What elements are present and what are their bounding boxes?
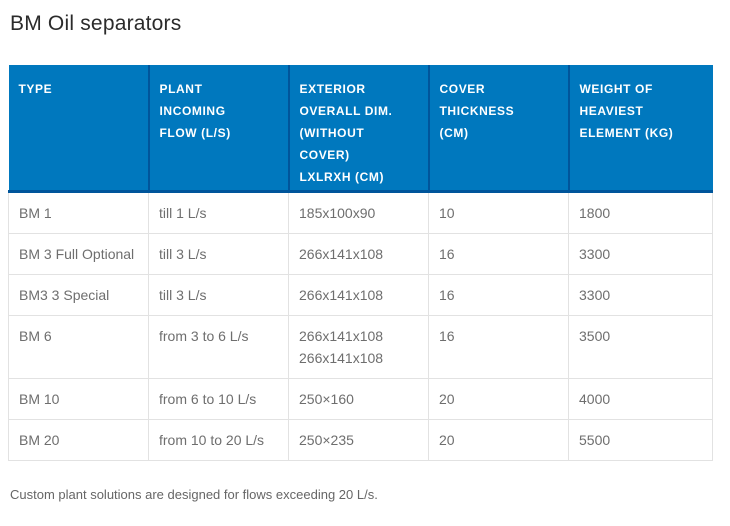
cell-dims: 250×235 <box>288 419 429 461</box>
cell-cover: 16 <box>428 233 569 275</box>
cell-cover: 20 <box>428 419 569 461</box>
cell-type: BM 1 <box>8 191 149 234</box>
cell-weight: 3300 <box>568 274 713 316</box>
cell-flow: till 1 L/s <box>148 191 289 234</box>
page-title: BM Oil separators <box>10 12 182 35</box>
cell-weight: 3300 <box>568 233 713 275</box>
cell-dims: 266x141x108 <box>288 233 429 275</box>
cell-dims: 266x141x108 266x141x108 <box>288 315 429 379</box>
table-row: BM 1 till 1 L/s 185x100x90 10 1800 <box>8 191 713 234</box>
column-header-cover: COVER THICKNESS (CM) <box>428 65 570 193</box>
oil-separators-table: TYPE PLANT INCOMING FLOW (L/S) EXTERIOR … <box>8 65 713 461</box>
header-row: TYPE PLANT INCOMING FLOW (L/S) EXTERIOR … <box>8 65 713 193</box>
footnote: Custom plant solutions are designed for … <box>10 487 378 502</box>
table-row: BM 10 from 6 to 10 L/s 250×160 20 4000 <box>8 378 713 420</box>
table-header: TYPE PLANT INCOMING FLOW (L/S) EXTERIOR … <box>8 65 713 193</box>
cell-cover: 10 <box>428 191 569 234</box>
cell-weight: 1800 <box>568 191 713 234</box>
cell-weight: 3500 <box>568 315 713 379</box>
cell-weight: 4000 <box>568 378 713 420</box>
cell-dims: 250×160 <box>288 378 429 420</box>
column-header-type: TYPE <box>8 65 150 193</box>
cell-weight: 5500 <box>568 419 713 461</box>
cell-cover: 16 <box>428 274 569 316</box>
table-body: BM 1 till 1 L/s 185x100x90 10 1800 BM 3 … <box>8 191 713 461</box>
table-row: BM3 3 Special till 3 L/s 266x141x108 16 … <box>8 274 713 316</box>
cell-flow: till 3 L/s <box>148 274 289 316</box>
cell-dims: 266x141x108 <box>288 274 429 316</box>
cell-cover: 16 <box>428 315 569 379</box>
column-header-flow: PLANT INCOMING FLOW (L/S) <box>148 65 290 193</box>
cell-type: BM 10 <box>8 378 149 420</box>
cell-flow: from 10 to 20 L/s <box>148 419 289 461</box>
page-content: BM Oil separators TYPE PLANT INCOMING FL… <box>8 12 713 502</box>
cell-type: BM3 3 Special <box>8 274 149 316</box>
table-row: BM 6 from 3 to 6 L/s 266x141x108 266x141… <box>8 315 713 379</box>
column-header-weight: WEIGHT OF HEAVIEST ELEMENT (KG) <box>568 65 713 193</box>
cell-flow: till 3 L/s <box>148 233 289 275</box>
cell-dims: 185x100x90 <box>288 191 429 234</box>
table-row: BM 20 from 10 to 20 L/s 250×235 20 5500 <box>8 419 713 461</box>
cell-flow: from 3 to 6 L/s <box>148 315 289 379</box>
cell-flow: from 6 to 10 L/s <box>148 378 289 420</box>
cell-cover: 20 <box>428 378 569 420</box>
cell-type: BM 6 <box>8 315 149 379</box>
cell-type: BM 3 Full Optional <box>8 233 149 275</box>
table-row: BM 3 Full Optional till 3 L/s 266x141x10… <box>8 233 713 275</box>
column-header-dims: EXTERIOR OVERALL DIM. (WITHOUT COVER) LX… <box>288 65 430 193</box>
cell-type: BM 20 <box>8 419 149 461</box>
